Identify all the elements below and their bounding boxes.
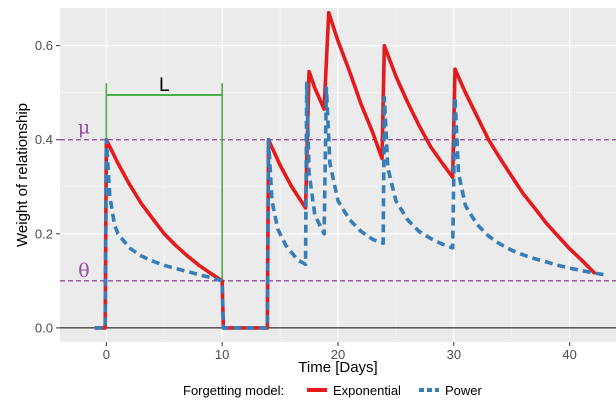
series-line-exponential [94,10,597,330]
mu-label: μ [78,117,90,139]
y-tick-label: 0.6 [35,38,53,53]
legend-label-exponential: Exponential [333,383,401,398]
y-tick-label: 0.4 [35,132,53,147]
legend-title: Forgetting model: [183,383,284,398]
x-axis-ticks: 0 10 20 30 40 [103,342,577,362]
x-axis-title: Time [Days] [298,359,377,376]
legend-label-power: Power [445,383,483,398]
y-axis-ticks: 0.0 0.2 0.4 0.6 [35,38,60,335]
x-tick-label: 20 [331,347,345,362]
x-tick-label: 30 [447,347,461,362]
x-tick-label: 40 [562,347,576,362]
y-axis-title: Weight of relationship [14,103,31,247]
y-tick-label: 0.0 [35,320,53,335]
series-line-power [94,81,605,330]
series-layer [94,10,605,330]
x-tick-label: 10 [215,347,229,362]
y-tick-label: 0.2 [35,226,53,241]
x-tick-label: 0 [103,347,110,362]
L-label: L [159,75,170,96]
annotation-labels: μ θ L [78,75,170,282]
theta-label: θ [78,260,89,282]
legend: Forgetting model: Exponential Power [183,383,483,398]
